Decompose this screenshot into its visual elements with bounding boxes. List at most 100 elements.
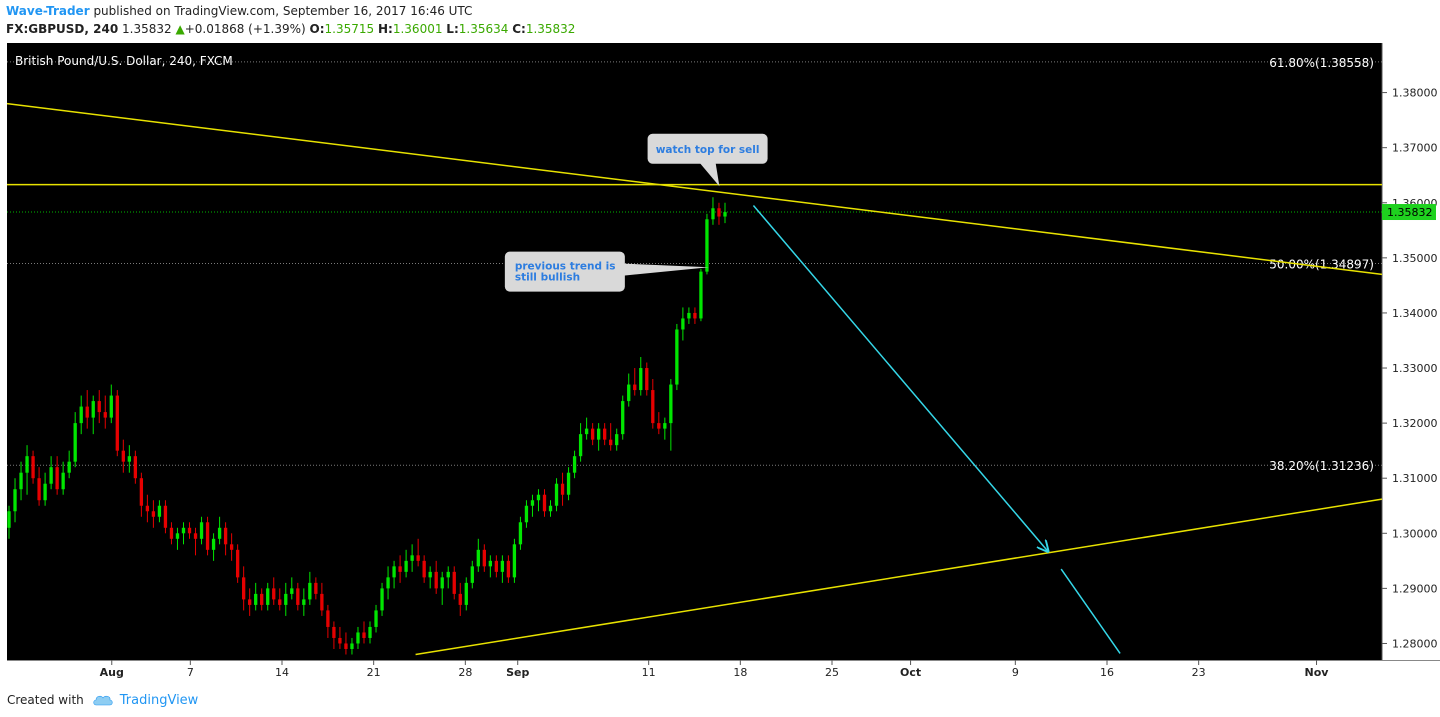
- candle-body: [235, 549, 240, 578]
- candle-body: [374, 610, 378, 627]
- candle-body: [404, 560, 408, 572]
- callout-box: [504, 251, 625, 292]
- candle-body: [356, 632, 360, 644]
- candle-body: [13, 489, 17, 512]
- candle-body: [398, 566, 402, 572]
- candle-body: [488, 560, 492, 567]
- candle-body: [675, 329, 679, 385]
- candle-body: [217, 527, 222, 539]
- candle-body: [284, 593, 288, 605]
- trendlines[interactable]: [6, 102, 1383, 656]
- candle-body: [470, 566, 474, 583]
- author-link[interactable]: Wave-Trader: [6, 4, 90, 18]
- candle-body: [163, 505, 168, 528]
- x-tick-label: Aug: [100, 666, 124, 679]
- candle-body: [61, 472, 65, 490]
- candle-body: [711, 208, 715, 220]
- chart-title: British Pound/U.S. Dollar, 240, FXCM: [15, 54, 233, 68]
- symbol-label: FX:GBPUSD, 240: [6, 22, 119, 36]
- candle-body: [85, 406, 89, 418]
- callouts[interactable]: watch top for sell previous trend isstill…: [504, 133, 768, 292]
- candle-body: [530, 500, 535, 506]
- candle-body: [229, 544, 234, 550]
- candle-body: [639, 368, 643, 391]
- x-tick-label: 23: [1192, 666, 1206, 679]
- candle-body: [278, 599, 282, 605]
- candle-body: [464, 582, 468, 605]
- x-tick-label: 28: [458, 666, 472, 679]
- candle-body: [422, 560, 426, 578]
- candle-body: [19, 472, 23, 490]
- candle-body: [434, 571, 438, 589]
- low-label: L:: [446, 22, 459, 36]
- candle-body: [49, 467, 53, 484]
- candle-body: [584, 428, 589, 435]
- candle-body: [705, 219, 709, 272]
- candle-body: [482, 549, 486, 567]
- callout-text: still bullish: [515, 272, 580, 284]
- candle-body: [633, 384, 637, 391]
- y-tick-label: 1.34000: [1392, 307, 1438, 320]
- candle-body: [651, 390, 655, 424]
- candle-body: [25, 456, 29, 473]
- candle-body: [627, 384, 631, 402]
- candle-body: [446, 571, 450, 578]
- candle-body: [109, 395, 113, 418]
- candle-body: [380, 588, 384, 611]
- candle-body: [693, 312, 697, 319]
- close-value: 1.35832: [525, 22, 576, 36]
- low-value: 1.35634: [458, 22, 509, 36]
- candle-body: [73, 423, 77, 462]
- candle-body: [139, 478, 144, 506]
- candle-body: [386, 577, 390, 589]
- projection-arrow: [752, 205, 1048, 552]
- candle-body: [542, 494, 547, 512]
- high-label: H:: [378, 22, 393, 36]
- created-with-label: Created with: [7, 693, 84, 707]
- candle-body: [272, 588, 276, 600]
- chart-area[interactable]: 61.80%(1.38558) 50.00%(1.34897) 38.20%(1.3…: [6, 43, 1440, 687]
- publish-line: Wave-Trader published on TradingView.com…: [6, 2, 1426, 20]
- y-tick-label: 1.29000: [1392, 582, 1438, 595]
- fib-label: 50.00%(1.34897): [1269, 258, 1374, 272]
- arrows[interactable]: [752, 205, 1121, 654]
- candle-body: [428, 571, 432, 578]
- candle-body: [157, 505, 162, 517]
- price-axis[interactable]: [1382, 43, 1440, 687]
- tradingview-link[interactable]: TradingView: [92, 693, 198, 708]
- candle-body: [368, 626, 372, 638]
- candle-body: [554, 483, 559, 506]
- candle-body: [621, 401, 625, 435]
- x-tick-label: 16: [1100, 666, 1114, 679]
- x-tick-label: 7: [187, 666, 194, 679]
- close-label: C:: [512, 22, 526, 36]
- x-tick-label: 21: [367, 666, 381, 679]
- price-tag-label: 1.35832: [1387, 206, 1433, 219]
- fib-levels: 61.80%(1.38558) 50.00%(1.34897) 38.20%(1.3…: [7, 56, 1382, 473]
- publish-info: published on TradingView.com, September …: [89, 4, 473, 18]
- callout-watch-top: watch top for sell: [647, 133, 768, 187]
- x-tick-label: 9: [1012, 666, 1019, 679]
- candle-body: [151, 511, 156, 517]
- candle-body: [7, 511, 11, 528]
- fib-label: 38.20%(1.31236): [1269, 459, 1374, 473]
- candle-body: [669, 384, 673, 424]
- candle-body: [260, 593, 264, 605]
- candle-body: [494, 560, 499, 572]
- candle-body: [127, 456, 131, 462]
- chart-svg[interactable]: 61.80%(1.38558) 50.00%(1.34897) 38.20%(1.3…: [6, 43, 1440, 687]
- open-label: O:: [309, 22, 325, 36]
- candle-body: [175, 533, 180, 539]
- horizontal-lines: [7, 183, 1382, 213]
- candle-body: [205, 522, 210, 550]
- y-tick-label: 1.32000: [1392, 417, 1438, 430]
- candle-body: [596, 428, 601, 440]
- candle-body: [536, 494, 541, 501]
- x-tick-label: 14: [275, 666, 289, 679]
- candle-body: [223, 527, 228, 545]
- time-axis[interactable]: [7, 660, 1382, 687]
- last-price: 1.35832: [122, 22, 172, 36]
- y-tick-label: 1.31000: [1392, 472, 1438, 485]
- candle-body: [518, 522, 523, 545]
- chart-header: Wave-Trader published on TradingView.com…: [6, 2, 1426, 38]
